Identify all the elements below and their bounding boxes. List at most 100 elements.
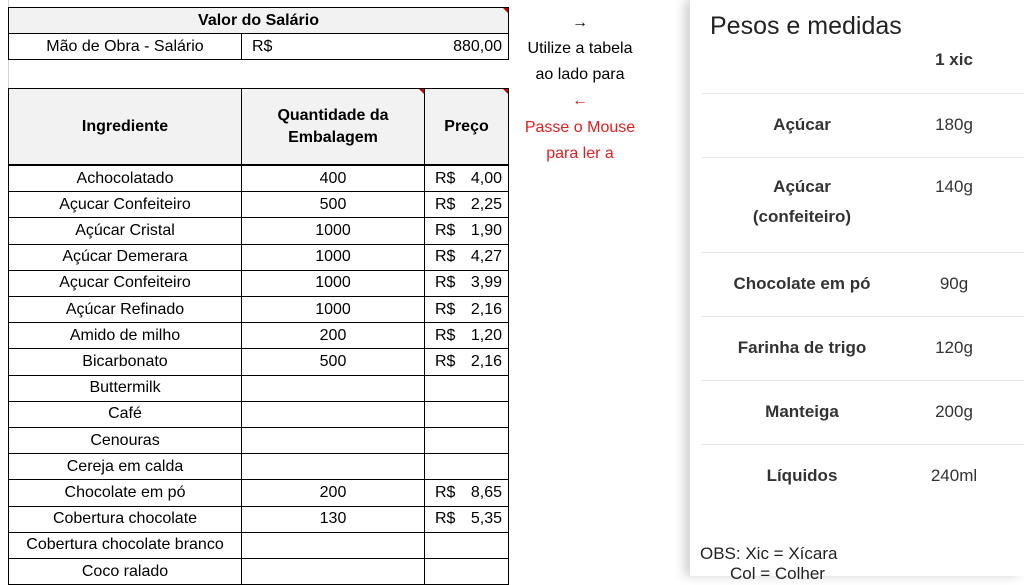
quantity-cell[interactable] — [241, 374, 425, 402]
salary-value-cell[interactable]: R$ 880,00 — [241, 33, 509, 60]
price-cell[interactable]: R$ 5,35 — [424, 505, 509, 533]
arrow-left-icon: ← — [572, 92, 588, 109]
price-currency: R$ — [435, 326, 456, 344]
measure-ingredient-line: Açúcar — [773, 115, 831, 134]
salary-title-cell[interactable]: Valor do Salário — [8, 7, 509, 34]
comment-indicator-icon — [502, 8, 508, 14]
ingredient-cell[interactable]: Açucar Confeiteiro — [8, 269, 242, 297]
measure-row: Chocolate em pó 90g — [702, 252, 1024, 316]
price-cell[interactable]: R$ 2,16 — [424, 296, 509, 324]
measure-ingredient: Açúcar — [702, 110, 902, 140]
ingredient-cell[interactable]: Açucar Confeiteiro — [8, 191, 242, 219]
measure-ingredient-line: Farinha de trigo — [737, 338, 867, 357]
measure-quantity: 200g — [935, 402, 973, 421]
hint-line-1: Utilize a tabela — [527, 40, 633, 57]
salary-value: 880,00 — [453, 37, 502, 55]
price-currency: R$ — [435, 221, 456, 239]
header-quantidade[interactable]: Quantidade da Embalagem — [241, 88, 425, 165]
price-currency: R$ — [435, 352, 456, 370]
price-cell[interactable]: R$ 4,27 — [424, 243, 509, 271]
header-preco[interactable]: Preço — [424, 88, 509, 165]
price-cell[interactable]: R$ 4,00 — [424, 165, 509, 193]
ingredient-cell[interactable]: Açúcar Refinado — [8, 296, 242, 324]
price-cell[interactable] — [424, 558, 509, 585]
quantity-cell[interactable]: 1000 — [241, 269, 425, 297]
price-value: 8,65 — [470, 483, 502, 501]
measure-row: Açúcar 180g — [702, 93, 1024, 157]
quantity-cell[interactable]: 500 — [241, 191, 425, 219]
ingredient-cell[interactable]: Chocolate em pó — [8, 479, 242, 507]
price-currency: R$ — [435, 300, 456, 318]
ingredient-cell[interactable]: Cereja em calda — [8, 453, 242, 481]
measure-quantity: 240ml — [930, 466, 978, 485]
quantity-cell[interactable] — [241, 558, 425, 585]
quantity-cell[interactable] — [241, 427, 425, 455]
measure-ingredient: Açúcar (confeiteiro) — [702, 172, 902, 232]
price-cell[interactable] — [424, 400, 509, 428]
price-cell[interactable] — [424, 531, 509, 559]
measure-ingredient: Líquidos — [702, 461, 902, 491]
quantity-cell[interactable] — [241, 531, 425, 559]
ingredient-cell[interactable]: Açúcar Demerara — [8, 243, 242, 271]
hint-line-4: para ler a — [546, 145, 614, 162]
price-currency: R$ — [435, 510, 456, 528]
ingredient-cell[interactable]: Bicarbonato — [8, 348, 242, 376]
price-cell[interactable]: R$ 2,25 — [424, 191, 509, 219]
quantity-cell[interactable]: 500 — [241, 348, 425, 376]
ingredient-cell[interactable]: Açúcar Cristal — [8, 217, 242, 245]
price-cell[interactable] — [424, 374, 509, 402]
price-value: 5,35 — [470, 510, 502, 528]
obs-line-2: Col = Colher — [730, 564, 825, 583]
ingredient-cell[interactable]: Coco ralado — [8, 558, 242, 585]
price-value: 4,00 — [470, 169, 502, 187]
weights-measures-panel: Pesos e medidas 1 xic Açúcar 180g Açúcar (c… — [690, 0, 1024, 583]
panel-title: Pesos e medidas — [710, 12, 902, 40]
measure-ingredient: Manteiga — [702, 397, 902, 427]
price-cell[interactable] — [424, 427, 509, 455]
measure-ingredient-line: (confeiteiro) — [752, 207, 852, 226]
price-cell[interactable]: R$ 3,99 — [424, 269, 509, 297]
quantity-cell[interactable]: 400 — [241, 165, 425, 193]
quantity-cell[interactable]: 1000 — [241, 217, 425, 245]
measure-ingredient: Chocolate em pó — [702, 269, 902, 299]
measure-quantity: 180g — [935, 115, 973, 134]
comment-indicator-icon — [502, 89, 508, 95]
quantity-cell[interactable]: 1000 — [241, 243, 425, 271]
column-header-xic: 1 xic — [935, 50, 973, 69]
measure-ingredient-line: Chocolate em pó — [733, 274, 871, 293]
price-value: 4,27 — [470, 248, 502, 266]
quantity-cell[interactable]: 200 — [241, 479, 425, 507]
spreadsheet-area: Valor do Salário Mão de Obra - Salário R… — [8, 0, 636, 585]
price-value: 2,16 — [470, 300, 502, 318]
quantity-cell[interactable]: 200 — [241, 322, 425, 350]
header-preco-label: Preço — [444, 117, 489, 135]
price-cell[interactable]: R$ 1,90 — [424, 217, 509, 245]
price-cell[interactable]: R$ 8,65 — [424, 479, 509, 507]
quantity-cell[interactable]: 130 — [241, 505, 425, 533]
ingredient-cell[interactable]: Achocolatado — [8, 165, 242, 193]
header-ingrediente[interactable]: Ingrediente — [8, 88, 242, 165]
price-cell[interactable] — [424, 453, 509, 481]
hint-line-2: ao lado para — [535, 66, 625, 83]
salary-label-cell[interactable]: Mão de Obra - Salário — [8, 33, 242, 60]
quantity-cell[interactable] — [241, 453, 425, 481]
price-value: 1,90 — [470, 221, 502, 239]
measure-ingredient-line: Líquidos — [766, 466, 838, 485]
ingredient-cell[interactable]: Buttermilk — [8, 374, 242, 402]
price-currency: R$ — [435, 483, 456, 501]
quantity-cell[interactable] — [241, 400, 425, 428]
measure-ingredient: Farinha de trigo — [702, 333, 902, 363]
ingredient-cell[interactable]: Cenouras — [8, 427, 242, 455]
price-cell[interactable]: R$ 2,16 — [424, 348, 509, 376]
ingredient-cell[interactable]: Amido de milho — [8, 322, 242, 350]
ingredient-cell[interactable]: Café — [8, 400, 242, 428]
price-cell[interactable]: R$ 1,20 — [424, 322, 509, 350]
salary-label: Mão de Obra - Salário — [46, 37, 204, 55]
measure-row: Manteiga 200g — [702, 380, 1024, 444]
ingredient-cell[interactable]: Cobertura chocolate — [8, 505, 242, 533]
ingredient-cell[interactable]: Cobertura chocolate branco — [8, 531, 242, 559]
header-quantidade-label: Quantidade da Embalagem — [277, 106, 389, 146]
salary-currency: R$ — [252, 37, 273, 55]
price-value: 1,20 — [470, 326, 502, 344]
quantity-cell[interactable]: 1000 — [241, 296, 425, 324]
